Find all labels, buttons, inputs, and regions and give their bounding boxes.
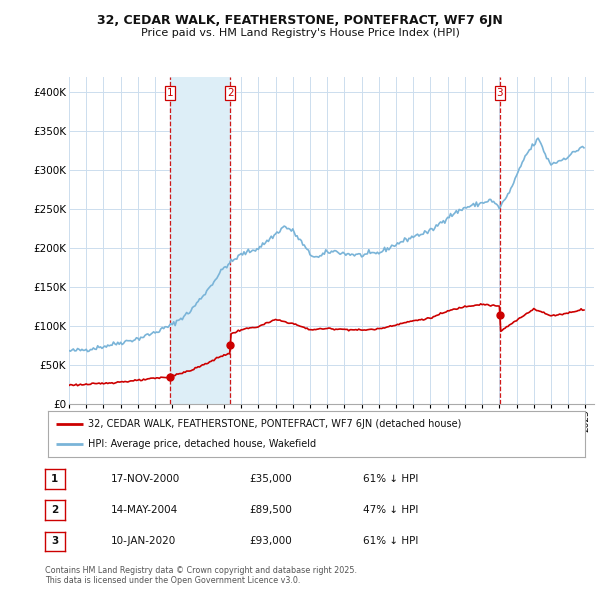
Text: 17-NOV-2000: 17-NOV-2000: [111, 474, 180, 484]
Text: 47% ↓ HPI: 47% ↓ HPI: [363, 505, 418, 515]
Text: 2: 2: [227, 88, 233, 98]
Text: HPI: Average price, detached house, Wakefield: HPI: Average price, detached house, Wake…: [88, 440, 316, 450]
Text: 32, CEDAR WALK, FEATHERSTONE, PONTEFRACT, WF7 6JN (detached house): 32, CEDAR WALK, FEATHERSTONE, PONTEFRACT…: [88, 419, 461, 429]
Text: £93,000: £93,000: [249, 536, 292, 546]
Text: 1: 1: [167, 88, 173, 98]
Text: 3: 3: [51, 536, 59, 546]
Text: 1: 1: [51, 474, 59, 484]
Text: 61% ↓ HPI: 61% ↓ HPI: [363, 474, 418, 484]
Text: Contains HM Land Registry data © Crown copyright and database right 2025.
This d: Contains HM Land Registry data © Crown c…: [45, 566, 357, 585]
Text: 61% ↓ HPI: 61% ↓ HPI: [363, 536, 418, 546]
Text: 10-JAN-2020: 10-JAN-2020: [111, 536, 176, 546]
Text: £35,000: £35,000: [249, 474, 292, 484]
Text: 32, CEDAR WALK, FEATHERSTONE, PONTEFRACT, WF7 6JN: 32, CEDAR WALK, FEATHERSTONE, PONTEFRACT…: [97, 14, 503, 27]
Text: 3: 3: [497, 88, 503, 98]
Text: 2: 2: [51, 505, 59, 515]
Text: 14-MAY-2004: 14-MAY-2004: [111, 505, 178, 515]
Text: £89,500: £89,500: [249, 505, 292, 515]
Bar: [170, 77, 230, 404]
Text: Price paid vs. HM Land Registry's House Price Index (HPI): Price paid vs. HM Land Registry's House …: [140, 28, 460, 38]
